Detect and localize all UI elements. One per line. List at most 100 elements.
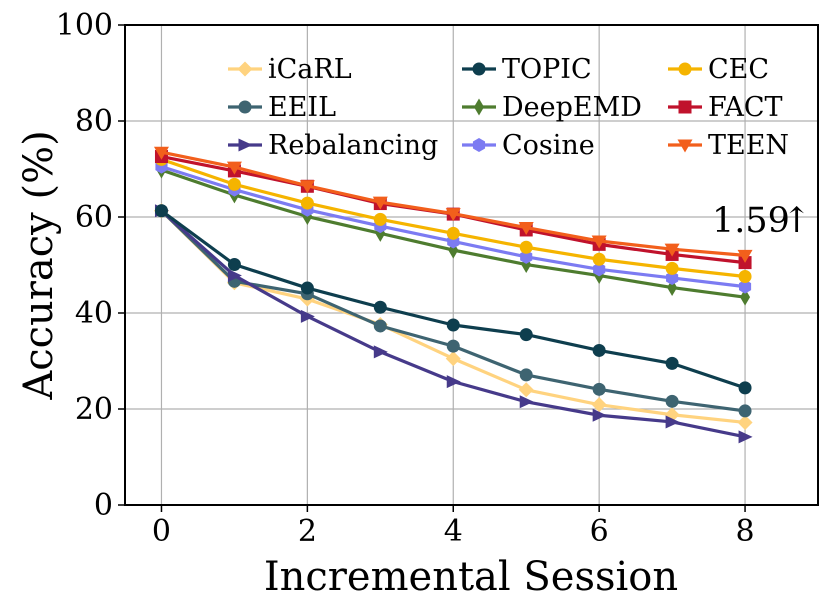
data-point: [519, 240, 533, 254]
data-point: [520, 249, 533, 264]
legend-label: TOPIC: [502, 54, 592, 85]
data-point: [665, 356, 679, 370]
data-point: [592, 343, 606, 357]
legend: iCaRL EEIL Rebalancing TOPIC DeepEMD Cosine CE…: [228, 54, 789, 161]
data-point: [738, 270, 752, 284]
series-rebalancing: [154, 204, 753, 444]
legend-item-eeil: EEIL: [228, 92, 336, 123]
data-point: [737, 249, 753, 263]
y-tick-label: 40: [75, 296, 113, 331]
legend-item-rebalancing: Rebalancing: [228, 130, 438, 161]
data-point: [373, 345, 388, 359]
data-point: [300, 309, 315, 323]
data-point: [373, 319, 387, 333]
legend-marker: [677, 139, 693, 153]
data-point: [153, 146, 169, 160]
x-axis-title: Incremental Session: [264, 554, 678, 600]
legend-label: iCaRL: [268, 54, 352, 85]
legend-label: DeepEMD: [502, 92, 642, 123]
legend-item-deepemd: DeepEMD: [462, 92, 642, 123]
data-point: [226, 161, 242, 175]
data-point: [519, 395, 534, 409]
legend-item-topic: TOPIC: [462, 54, 592, 85]
x-tick-label: 6: [590, 514, 609, 549]
legend-marker: [474, 98, 484, 116]
data-point: [446, 226, 460, 240]
data-point: [446, 375, 461, 389]
x-tick-label: 2: [298, 514, 317, 549]
data-point: [737, 414, 753, 430]
data-point: [738, 404, 752, 418]
legend-marker: [237, 61, 253, 77]
data-point: [665, 261, 679, 275]
y-tick-label: 60: [75, 200, 113, 235]
legend-item-cec: CEC: [668, 54, 769, 85]
data-point: [227, 258, 241, 272]
data-point: [740, 288, 751, 306]
data-point: [299, 180, 315, 194]
data-point: [738, 279, 752, 294]
data-point: [591, 235, 607, 249]
legend-marker: [472, 62, 486, 76]
data-point: [666, 270, 679, 285]
data-point: [154, 204, 168, 218]
legend-item-teen: TEEN: [668, 130, 789, 161]
series-lines: [153, 146, 753, 444]
data-point: [665, 394, 679, 408]
data-point: [300, 281, 314, 295]
x-tick-label: 8: [736, 514, 755, 549]
data-point: [373, 300, 387, 314]
y-tick-label: 0: [94, 488, 113, 523]
data-point: [519, 368, 533, 382]
legend-label: Rebalancing: [268, 130, 438, 161]
legend-item-icarl: iCaRL: [228, 54, 352, 85]
legend-marker: [678, 100, 692, 114]
data-point: [664, 243, 680, 257]
legend-label: EEIL: [268, 92, 336, 123]
series-teen: [153, 146, 753, 263]
legend-item-cosine: Cosine: [462, 130, 595, 161]
data-point: [593, 262, 606, 277]
data-point: [373, 212, 387, 226]
series-topic: [154, 204, 752, 395]
data-point: [227, 269, 242, 283]
data-point: [591, 397, 607, 413]
series-cec: [154, 152, 752, 284]
y-axis-title: Accuracy (%): [16, 130, 62, 400]
data-point: [592, 382, 606, 396]
legend-label: Cosine: [502, 130, 595, 161]
legend-label: CEC: [708, 54, 769, 85]
data-point: [518, 382, 534, 398]
y-tick-label: 20: [75, 392, 113, 427]
data-point: [665, 415, 680, 429]
plot-frame: [124, 24, 819, 506]
legend-marker: [238, 138, 253, 152]
data-point: [592, 408, 607, 422]
legend-item-fact: FACT: [668, 92, 783, 123]
legend-label: FACT: [708, 92, 783, 123]
x-tick-label: 4: [444, 514, 463, 549]
legend-marker: [678, 62, 692, 76]
y-tick-label: 80: [75, 104, 113, 139]
data-point: [445, 208, 461, 222]
data-point: [738, 430, 753, 444]
annotation-arrow: ↑: [782, 201, 811, 241]
data-point: [446, 318, 460, 332]
data-point: [446, 339, 460, 353]
data-point: [445, 351, 461, 367]
data-point: [518, 222, 534, 236]
y-tick-label: 100: [56, 8, 113, 43]
legend-marker: [472, 138, 486, 152]
legend-label: TEEN: [708, 130, 789, 161]
data-point: [300, 196, 314, 210]
data-point: [592, 252, 606, 266]
x-tick-label: 0: [152, 514, 171, 549]
data-point: [519, 328, 533, 342]
annotation: 1.59 ↑: [712, 201, 811, 241]
annotation-value: 1.59: [712, 201, 790, 241]
legend-marker: [238, 100, 252, 114]
data-point: [372, 196, 388, 210]
data-point: [738, 381, 752, 395]
